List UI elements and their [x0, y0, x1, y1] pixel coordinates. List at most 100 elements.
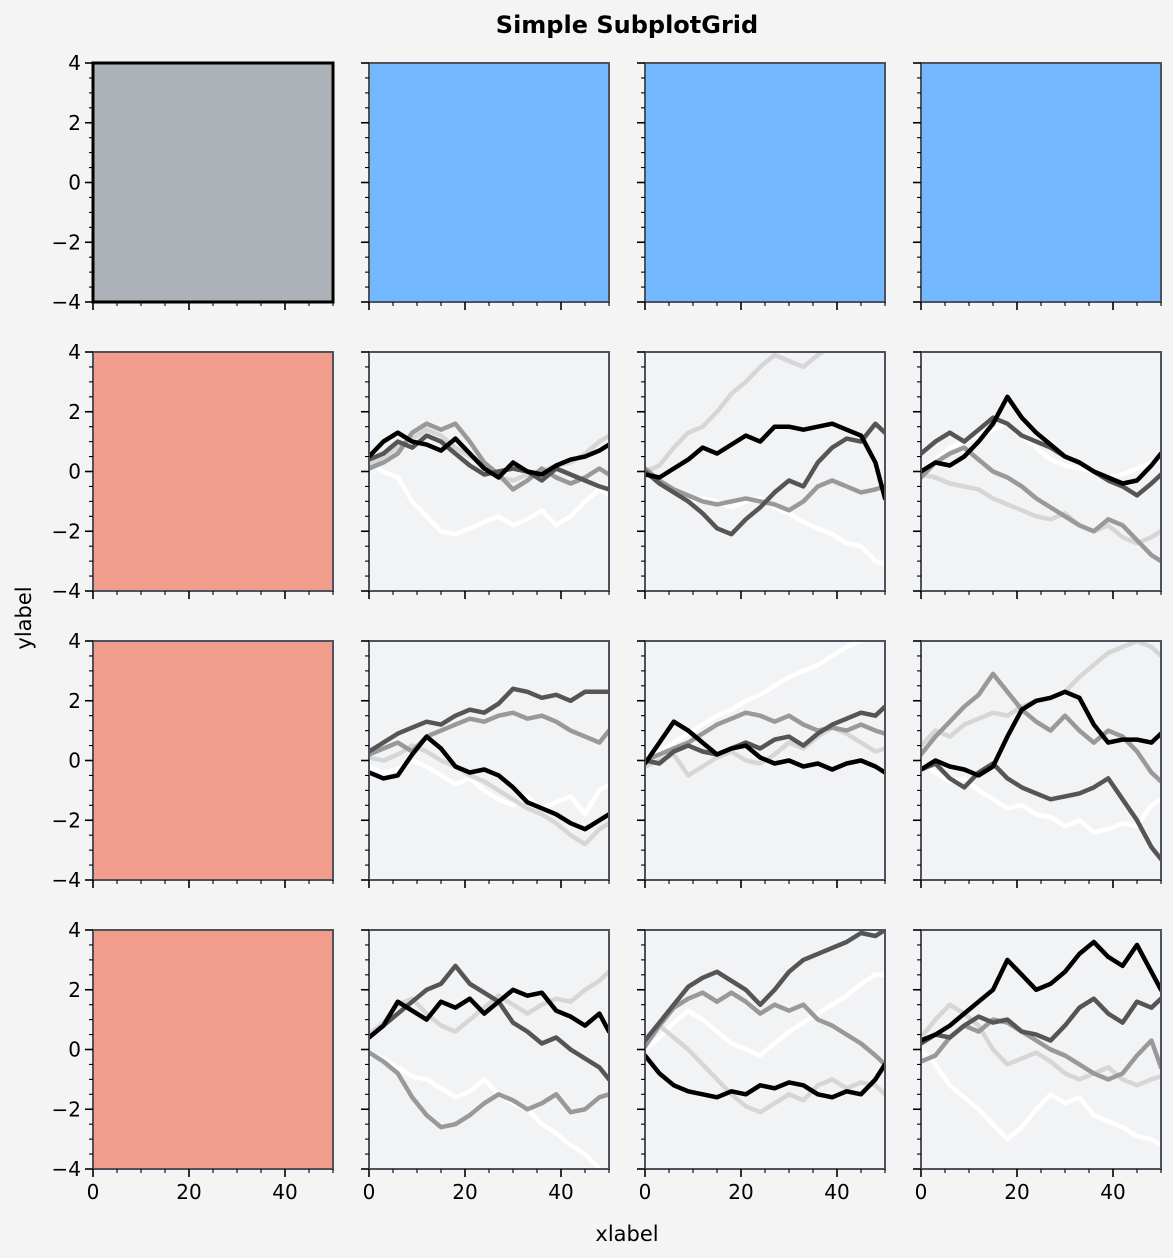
series-line-2 [369, 1050, 609, 1130]
subplot-r3-c1: 0 20 40 [361, 929, 610, 1204]
subplot-r2-c0: 4 2 0 −2 −4 [52, 629, 334, 892]
x-tick-label: 20 [1004, 1180, 1029, 1204]
series-line-0 [921, 1047, 1161, 1148]
series-line-0 [921, 761, 1161, 835]
series-line-4 [369, 734, 609, 832]
y-tick-label: 4 [68, 629, 81, 653]
y-tick-label: 0 [68, 1038, 81, 1062]
subplot-r2-c2 [637, 640, 886, 888]
y-tick-label: 2 [68, 978, 81, 1002]
subplot-background [369, 641, 609, 880]
x-tick-label: 0 [639, 1180, 652, 1204]
y-tick-label: 0 [68, 460, 81, 484]
x-tick-label: 40 [272, 1180, 297, 1204]
subplot-r0-c1 [361, 62, 610, 310]
subplot-background [921, 930, 1161, 1169]
series-line-4 [645, 719, 885, 775]
series-group [921, 394, 1161, 564]
subplot-background [93, 63, 333, 302]
y-tick-label: −2 [52, 808, 81, 832]
subplot-r3-c2: 0 20 40 [637, 929, 886, 1204]
series-line-1 [369, 743, 609, 847]
series-line-2 [921, 445, 1161, 564]
x-tick-label: 40 [1100, 1180, 1125, 1204]
subplot-r1-c2 [637, 351, 886, 599]
series-line-3 [921, 415, 1161, 498]
subplot-background [921, 641, 1161, 880]
series-line-4 [921, 689, 1161, 778]
series-line-3 [645, 421, 885, 537]
series-line-2 [645, 710, 885, 763]
subplot-background [645, 63, 885, 302]
y-tick-label: −4 [52, 579, 81, 603]
x-tick-label: 40 [548, 1180, 573, 1204]
subplot-r1-c1 [361, 351, 610, 599]
series-line-2 [369, 710, 609, 757]
y-tick-label: 2 [68, 111, 81, 135]
series-group [645, 352, 885, 567]
series-line-3 [645, 704, 885, 766]
subplot-background [93, 352, 333, 591]
subplot-background [921, 63, 1161, 302]
subplot-r1-c3 [913, 351, 1162, 599]
y-axis-label: ylabel [12, 586, 36, 649]
x-tick-label: 20 [176, 1180, 201, 1204]
x-tick-label: 20 [452, 1180, 477, 1204]
y-tick-label: −2 [52, 1097, 81, 1121]
y-tick-label: −2 [52, 519, 81, 543]
series-line-2 [645, 990, 885, 1067]
subplot-r0-c0: 4 2 0 −2 −4 [52, 51, 335, 314]
subplot-r1-c0: 4 2 0 −2 −4 [52, 340, 334, 603]
series-line-0 [369, 1053, 604, 1169]
series-group [369, 686, 609, 847]
subplot-background [645, 352, 885, 591]
figure-title: Simple SubplotGrid [496, 11, 758, 39]
y-tick-label: 2 [68, 400, 81, 424]
subplot-background [921, 352, 1161, 591]
x-tick-label: 0 [915, 1180, 928, 1204]
series-line-0 [369, 460, 609, 537]
y-tick-label: 4 [68, 918, 81, 942]
subplot-background [369, 63, 609, 302]
y-tick-label: −4 [52, 868, 81, 892]
series-group [921, 939, 1161, 1148]
y-tick-label: 4 [68, 51, 81, 75]
series-line-0 [645, 641, 867, 760]
x-axis-label: xlabel [595, 1222, 658, 1246]
series-line-0 [645, 972, 885, 1058]
series-line-4 [645, 421, 885, 501]
subplot-background [93, 641, 333, 880]
series-group [369, 963, 609, 1169]
series-line-0 [369, 758, 609, 817]
subplot-r0-c2 [637, 62, 886, 310]
series-line-3 [369, 686, 609, 754]
series-line-1 [369, 969, 609, 1037]
y-tick-label: −2 [52, 230, 81, 254]
subplot-r3-c3: 0 20 40 [913, 929, 1162, 1204]
y-tick-label: −4 [52, 1157, 81, 1181]
y-tick-label: −4 [52, 290, 81, 314]
subplot-background [93, 930, 333, 1169]
x-tick-label: 20 [728, 1180, 753, 1204]
subplot-r2-c3 [913, 640, 1162, 888]
y-tick-label: 2 [68, 689, 81, 713]
series-line-3 [921, 996, 1161, 1046]
series-line-2 [369, 421, 609, 492]
subplot-r3-c0: 420−2−40 20 40 [52, 918, 334, 1204]
series-group [921, 641, 1161, 862]
y-tick-label: 0 [68, 749, 81, 773]
series-line-1 [645, 1023, 885, 1115]
series-line-3 [369, 963, 609, 1082]
series-line-1 [645, 352, 827, 474]
series-group [645, 930, 885, 1115]
subplot-r0-c3 [913, 62, 1162, 310]
series-line-4 [369, 430, 609, 480]
series-line-1 [921, 1002, 1161, 1088]
series-line-4 [645, 1053, 885, 1100]
series-line-3 [645, 930, 885, 1043]
series-group [369, 421, 609, 537]
series-line-4 [921, 939, 1161, 1043]
subplot-r2-c1 [361, 640, 610, 888]
x-tick-label: 40 [824, 1180, 849, 1204]
